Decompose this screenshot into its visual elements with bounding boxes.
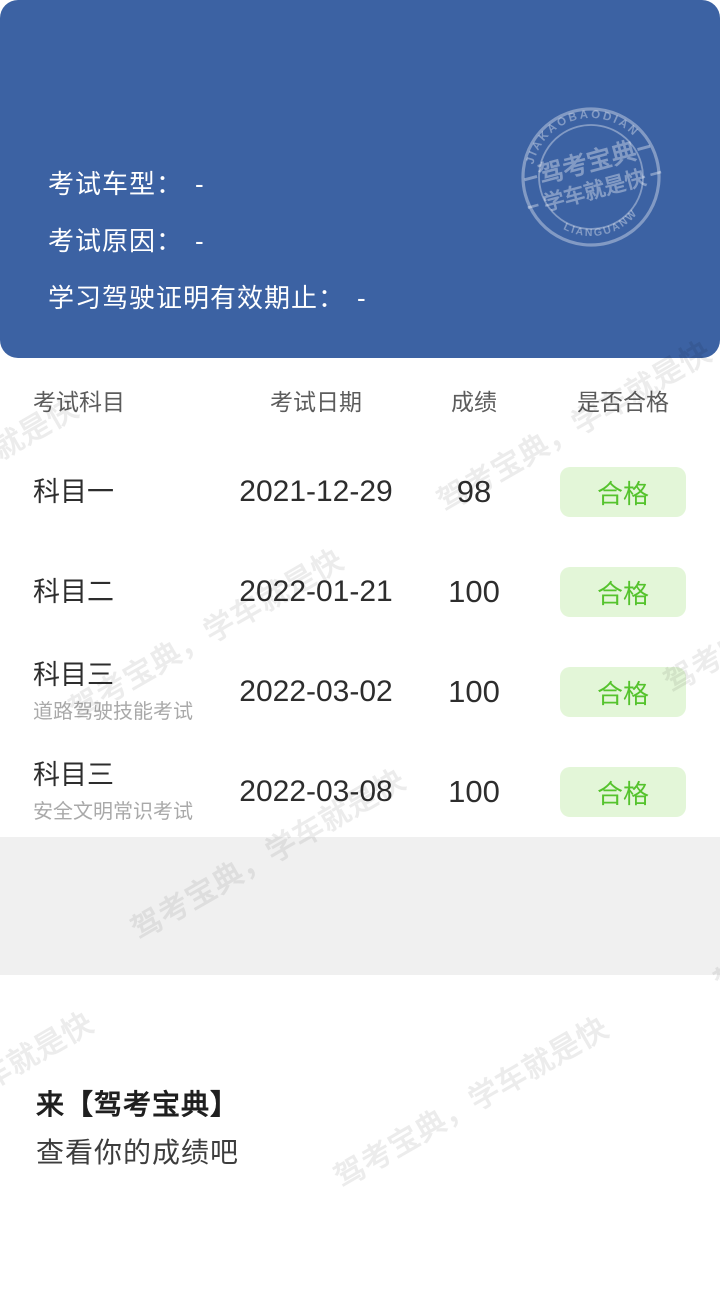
exam-date: 2021-12-29 [239, 475, 393, 508]
table-row: 科目一 2021-12-29 98 合格 [0, 442, 720, 542]
subject-cell: 科目三 安全文明常识考试 [0, 760, 210, 824]
column-header-subject: 考试科目 [33, 389, 125, 415]
subject-cell: 科目三 道路驾驶技能考试 [0, 660, 210, 724]
table-header-row: 考试科目 考试日期 成绩 是否合格 [0, 380, 720, 420]
table-row: 科目三 道路驾驶技能考试 2022-03-02 100 合格 [0, 642, 720, 742]
exam-score: 100 [448, 574, 500, 609]
pass-badge: 合格 [560, 567, 686, 617]
subject-note: 安全文明常识考试 [33, 801, 193, 823]
stamp-outer-ring [521, 107, 661, 247]
permit-expiry-label: 学习驾驶证明有效期止： [48, 283, 346, 313]
footer-subtitle: 查看你的成绩吧 [36, 1137, 240, 1168]
pass-badge: 合格 [560, 667, 686, 717]
subject-name: 科目三 [33, 660, 114, 690]
permit-expiry-field: 学习驾驶证明有效期止： - [48, 283, 367, 313]
subject-name: 科目三 [33, 760, 114, 790]
stamp-decor-bars [524, 144, 662, 209]
diagonal-watermark-text: 驾考宝典，学车就是快 [329, 1011, 615, 1195]
pass-badge: 合格 [560, 467, 686, 517]
table-row: 科目三 安全文明常识考试 2022-03-08 100 合格 [0, 742, 720, 842]
subject-name: 科目一 [33, 476, 114, 507]
result-cell: 合格 [526, 667, 720, 717]
column-header-pass: 是否合格 [577, 389, 669, 415]
column-header-score: 成绩 [451, 389, 497, 415]
table-row: 科目二 2022-01-21 100 合格 [0, 542, 720, 642]
result-cell: 合格 [526, 467, 720, 517]
result-cell: 合格 [526, 567, 720, 617]
permit-expiry-value: - [357, 283, 367, 313]
exam-score: 100 [448, 674, 500, 709]
diagonal-watermark-text: 驾考宝典，学车就是快 [715, 1103, 720, 1296]
exam-date: 2022-03-08 [239, 775, 393, 808]
subject-name: 科目二 [33, 576, 114, 607]
exam-reason-value: - [195, 226, 205, 256]
gray-spacer-band [0, 837, 720, 975]
stamp-watermark-icon: JIAKAOBAODIAN ZHILIANGUANWANG 驾考宝典 学车就是快 [483, 77, 692, 278]
summary-header: 考试车型： - 考试原因： - 学习驾驶证明有效期止： - JIAKAOBAODIAN… [0, 0, 720, 358]
exam-vehicle-field: 考试车型： - [48, 169, 205, 199]
exam-score: 98 [456, 474, 492, 509]
subject-cell: 科目二 [0, 577, 210, 608]
exam-date: 2022-01-21 [239, 575, 393, 608]
footer-app-title: 来【驾考宝典】 [36, 1089, 240, 1120]
exam-reason-label: 考试原因： [48, 226, 184, 256]
pass-badge: 合格 [560, 767, 686, 817]
exam-vehicle-value: - [195, 169, 205, 199]
result-cell: 合格 [526, 767, 720, 817]
subject-note: 道路驾驶技能考试 [33, 701, 193, 723]
stamp-inner-ring [538, 124, 644, 230]
exam-reason-field: 考试原因： - [48, 226, 205, 256]
exam-score: 100 [448, 774, 500, 809]
stamp-svg: JIAKAOBAODIAN ZHILIANGUANWANG 驾考宝典 学车就是快 [483, 79, 662, 260]
table-rows: 科目一 2021-12-29 98 合格 科目二 2022-01-21 100 … [0, 442, 720, 842]
column-header-date: 考试日期 [270, 389, 362, 415]
subject-cell: 科目一 [0, 477, 210, 508]
exam-date: 2022-03-02 [239, 675, 393, 708]
results-card: 考试科目 考试日期 成绩 是否合格 科目一 2021-12-29 98 合格 科… [0, 358, 720, 837]
exam-vehicle-label: 考试车型： [48, 169, 184, 199]
